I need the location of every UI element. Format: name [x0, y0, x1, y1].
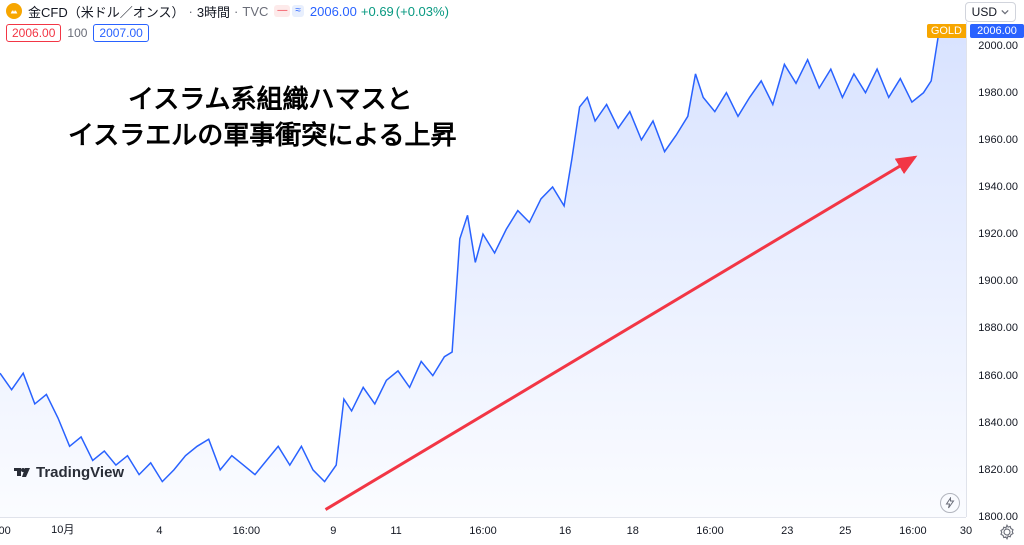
y-tick-label: 1960.00 — [978, 134, 1018, 146]
pill-approx-icon: ≈ — [292, 5, 304, 17]
x-tick-label: 4 — [156, 525, 162, 537]
x-tick-label: 9 — [330, 525, 336, 537]
exchange-label: TVC — [242, 4, 268, 19]
x-axis[interactable]: 5:0010月416:0091116:00161816:00232516:003… — [0, 517, 966, 545]
y-tick-label: 1880.00 — [978, 322, 1018, 334]
y-tick-label: 1800.00 — [978, 511, 1018, 523]
lightning-icon — [944, 497, 956, 509]
chevron-down-icon — [1001, 8, 1009, 16]
y-axis[interactable]: 1800.001820.001840.001860.001880.001900.… — [966, 22, 1024, 517]
watermark-text: TradingView — [36, 464, 124, 481]
y-tick-label: 1940.00 — [978, 181, 1018, 193]
chart-root: 金CFD（米ドル／オンス） · 3時間 · TVC — ≈ 2006.00 +0… — [0, 0, 1024, 545]
gold-symbol-icon — [6, 3, 22, 19]
currency-label: USD — [972, 5, 997, 19]
gear-icon — [998, 523, 1016, 541]
x-tick-label: 16:00 — [469, 525, 497, 537]
x-tick-label: 18 — [627, 525, 639, 537]
x-tick-label: 5:00 — [0, 525, 11, 537]
separator-dot: · — [188, 4, 192, 19]
x-tick-label: 16 — [559, 525, 571, 537]
x-tick-label: 10月 — [51, 521, 74, 537]
tradingview-logo-icon — [14, 463, 32, 481]
y-tick-label: 1860.00 — [978, 370, 1018, 382]
y-tick-label: 2000.00 — [978, 40, 1018, 52]
x-tick-label: 16:00 — [233, 525, 261, 537]
last-price-axis-badge: 2006.00 — [970, 24, 1024, 38]
x-tick-label: 11 — [390, 525, 401, 537]
chart-header: 金CFD（米ドル／オンス） · 3時間 · TVC — ≈ 2006.00 +0… — [0, 0, 1024, 22]
x-tick-label: 30 — [960, 525, 972, 537]
ohlc-pills: — ≈ — [274, 5, 304, 17]
y-tick-label: 1900.00 — [978, 275, 1018, 287]
currency-selector[interactable]: USD — [965, 2, 1016, 22]
tradingview-watermark: TradingView — [14, 463, 124, 481]
y-tick-label: 1820.00 — [978, 464, 1018, 476]
separator-dot: · — [234, 4, 238, 19]
quote-change-pct: (+0.03%) — [396, 4, 449, 19]
x-tick-label: 23 — [781, 525, 793, 537]
y-tick-label: 1980.00 — [978, 87, 1018, 99]
symbol-name[interactable]: 金CFD（米ドル／オンス） — [28, 2, 184, 21]
annotation-line-1: イスラム系組織ハマスと — [128, 82, 412, 117]
y-tick-label: 1840.00 — [978, 417, 1018, 429]
x-tick-label: 16:00 — [696, 525, 724, 537]
axis-settings-button[interactable] — [998, 523, 1016, 541]
plot-area[interactable]: イスラム系組織ハマスと イスラエルの軍事衝突による上昇 TradingView … — [0, 22, 966, 517]
y-tick-label: 1920.00 — [978, 228, 1018, 240]
x-tick-label: 16:00 — [899, 525, 927, 537]
quote-last: 2006.00 — [310, 4, 357, 19]
interval-label[interactable]: 3時間 — [197, 2, 230, 21]
annotation-line-2: イスラエルの軍事衝突による上昇 — [68, 118, 456, 153]
x-tick-label: 25 — [839, 525, 851, 537]
gold-axis-badge: GOLD — [927, 24, 966, 38]
pill-minus-icon: — — [274, 5, 290, 17]
goto-realtime-button[interactable] — [940, 493, 960, 513]
quote-change: +0.69 — [361, 4, 394, 19]
